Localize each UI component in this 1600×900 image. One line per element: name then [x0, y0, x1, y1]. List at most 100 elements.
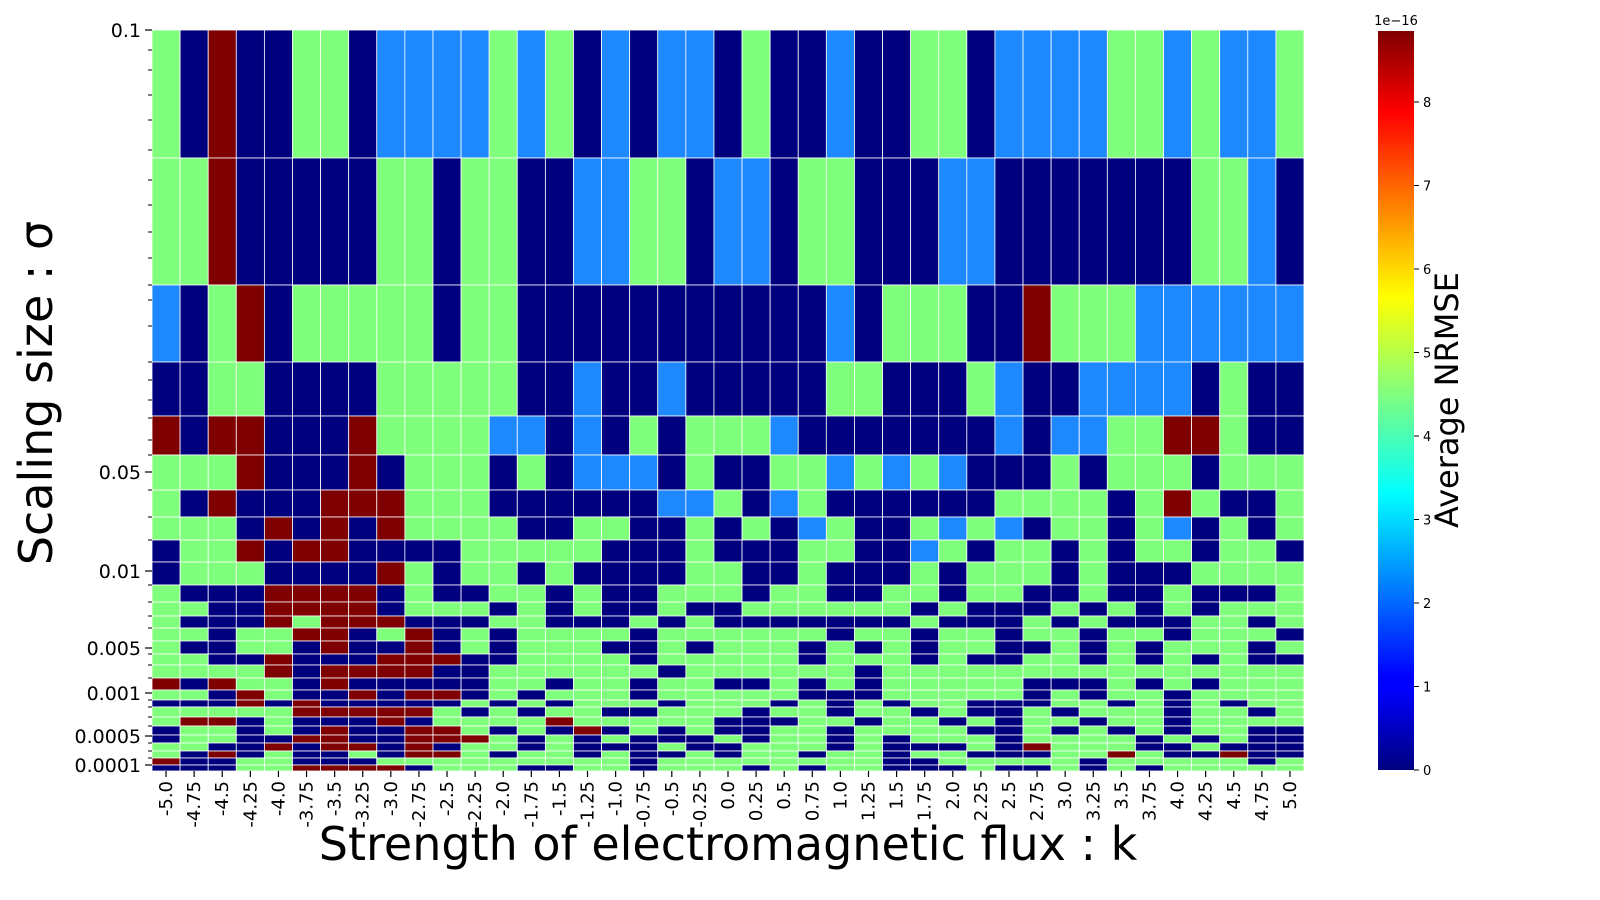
heatmap-cell [207, 561, 237, 586]
heatmap-cell [1191, 284, 1221, 363]
heatmap-cell [516, 716, 546, 727]
heatmap-cell [994, 361, 1024, 417]
heatmap-cell [573, 734, 602, 744]
heatmap-cell [966, 489, 996, 518]
heatmap-cell [741, 454, 771, 491]
heatmap-cell [854, 706, 883, 718]
heatmap-cell [1022, 516, 1052, 541]
heatmap-cell [432, 627, 462, 642]
heatmap-cell [544, 584, 574, 603]
heatmap-cell [320, 29, 350, 159]
heatmap-cell [629, 454, 659, 491]
heatmap-cell [601, 584, 631, 603]
heatmap-cell [404, 689, 434, 701]
y-tick-label: 0.01 [99, 561, 141, 583]
heatmap-cell [292, 689, 321, 701]
heatmap-cell [348, 750, 378, 759]
heatmap-cell [601, 757, 631, 766]
heatmap-cell [432, 689, 462, 701]
heatmap-cell [292, 734, 321, 744]
heatmap-cell [376, 539, 406, 563]
heatmap-cell [1078, 664, 1108, 679]
heatmap-cell [1050, 764, 1080, 772]
x-tick-label: 2.25 [971, 781, 992, 821]
heatmap-cell [769, 601, 799, 617]
heatmap-cell [179, 516, 209, 541]
x-tick-label: 0.5 [774, 781, 795, 810]
heatmap-cell [854, 764, 883, 772]
heatmap-cell [292, 601, 321, 617]
heatmap-cell [207, 29, 237, 159]
heatmap-cell [629, 653, 659, 666]
heatmap-cell [292, 415, 321, 456]
heatmap-cell [1078, 706, 1108, 718]
x-tick-label: -4.0 [268, 781, 289, 816]
heatmap-cell [207, 157, 237, 286]
heatmap-cell [151, 601, 181, 617]
heatmap-cell [348, 764, 378, 772]
heatmap-cell [769, 415, 799, 456]
heatmap-cell [460, 584, 490, 603]
heatmap-cell [1106, 361, 1136, 417]
heatmap-cell [1135, 29, 1164, 159]
heatmap-cell [1219, 415, 1249, 456]
heatmap-cell [1163, 640, 1193, 655]
heatmap-cell [825, 706, 855, 718]
heatmap-cell [376, 677, 406, 691]
heatmap-cell [1163, 29, 1193, 159]
heatmap-cell [938, 615, 968, 629]
heatmap-cell [1219, 516, 1249, 541]
heatmap-cell [544, 706, 574, 718]
heatmap-cell [179, 677, 209, 691]
heatmap-cell [1275, 757, 1305, 766]
heatmap-cell [629, 706, 659, 718]
heatmap-cell [1275, 516, 1305, 541]
heatmap-cell [151, 664, 181, 679]
heatmap-cell [1050, 706, 1080, 718]
heatmap-cell [207, 699, 237, 708]
heatmap-cell [432, 750, 462, 759]
heatmap-cell [235, 615, 265, 629]
heatmap-cell [151, 454, 181, 491]
heatmap-cell [629, 561, 659, 586]
heatmap-cell [1247, 415, 1277, 456]
heatmap-cell [1022, 725, 1052, 736]
heatmap-cell [151, 415, 181, 456]
heatmap-cell [854, 664, 883, 679]
heatmap-cell [376, 361, 406, 417]
heatmap-cell [263, 757, 293, 766]
heatmap-cell [882, 539, 912, 563]
heatmap-cell [882, 716, 912, 727]
heatmap-cell [854, 742, 883, 752]
heatmap-cell [769, 716, 799, 727]
heatmap-cell [376, 584, 406, 603]
heatmap-cell [516, 742, 546, 752]
heatmap-cell [460, 29, 490, 159]
heatmap-cell [488, 627, 518, 642]
heatmap-cell [797, 615, 827, 629]
heatmap-cell [1078, 284, 1108, 363]
heatmap-cell [544, 742, 574, 752]
heatmap-cell [938, 677, 968, 691]
heatmap-cell [629, 750, 659, 759]
heatmap-cell [404, 561, 434, 586]
heatmap-cell [207, 361, 237, 417]
heatmap-cell [713, 29, 743, 159]
heatmap-cell [1078, 677, 1108, 691]
heatmap-cell [1050, 29, 1080, 159]
heatmap-cell [404, 489, 434, 518]
heatmap-cell [769, 757, 799, 766]
heatmap-cell [657, 157, 687, 286]
heatmap-cell [882, 516, 912, 541]
x-tick-label: -3.75 [297, 781, 318, 828]
heatmap-cell [1191, 627, 1221, 642]
heatmap-cell [292, 584, 321, 603]
heatmap-cell [1191, 742, 1221, 752]
heatmap-cell [179, 454, 209, 491]
x-tick-label: 1.5 [887, 781, 908, 810]
heatmap-cell [910, 653, 940, 666]
heatmap-cell [404, 284, 434, 363]
heatmap-cell [685, 615, 715, 629]
heatmap-cell [1078, 699, 1108, 708]
heatmap-cell [151, 516, 181, 541]
